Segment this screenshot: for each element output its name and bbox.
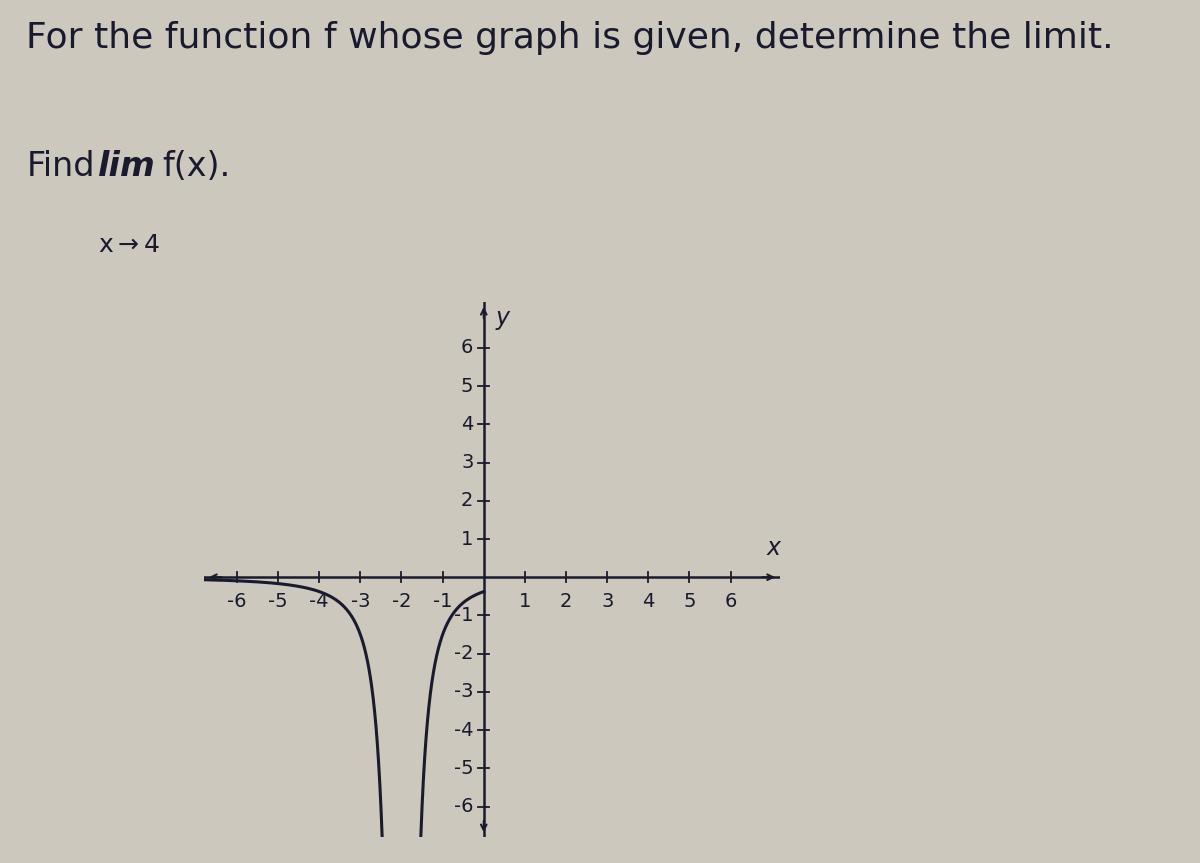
Text: 5: 5 — [461, 376, 474, 395]
Text: -3: -3 — [350, 592, 370, 611]
Text: 1: 1 — [518, 592, 532, 611]
Text: -1: -1 — [454, 606, 474, 625]
Text: 1: 1 — [461, 530, 474, 549]
Text: 3: 3 — [601, 592, 613, 611]
Text: 6: 6 — [461, 338, 474, 357]
Text: y: y — [496, 306, 509, 330]
Text: For the function f whose graph is given, determine the limit.: For the function f whose graph is given,… — [26, 21, 1114, 54]
Text: 6: 6 — [725, 592, 737, 611]
Text: 4: 4 — [642, 592, 654, 611]
Text: -4: -4 — [454, 721, 474, 740]
Text: lim: lim — [98, 150, 156, 183]
Text: -5: -5 — [454, 759, 474, 778]
Text: 2: 2 — [461, 491, 474, 510]
Text: -4: -4 — [310, 592, 329, 611]
Text: -1: -1 — [433, 592, 452, 611]
Text: 5: 5 — [683, 592, 696, 611]
Text: f(x).: f(x). — [162, 150, 230, 183]
Text: 4: 4 — [461, 415, 474, 434]
Text: x: x — [767, 536, 781, 560]
Text: -3: -3 — [454, 683, 474, 702]
Text: x$\rightarrow$4: x$\rightarrow$4 — [98, 233, 161, 257]
Text: -2: -2 — [391, 592, 412, 611]
Text: -6: -6 — [454, 797, 474, 816]
Text: -2: -2 — [454, 644, 474, 663]
Text: Find: Find — [26, 150, 95, 183]
Text: 2: 2 — [560, 592, 572, 611]
Text: -5: -5 — [269, 592, 288, 611]
Text: 3: 3 — [461, 453, 474, 472]
Text: -6: -6 — [227, 592, 247, 611]
